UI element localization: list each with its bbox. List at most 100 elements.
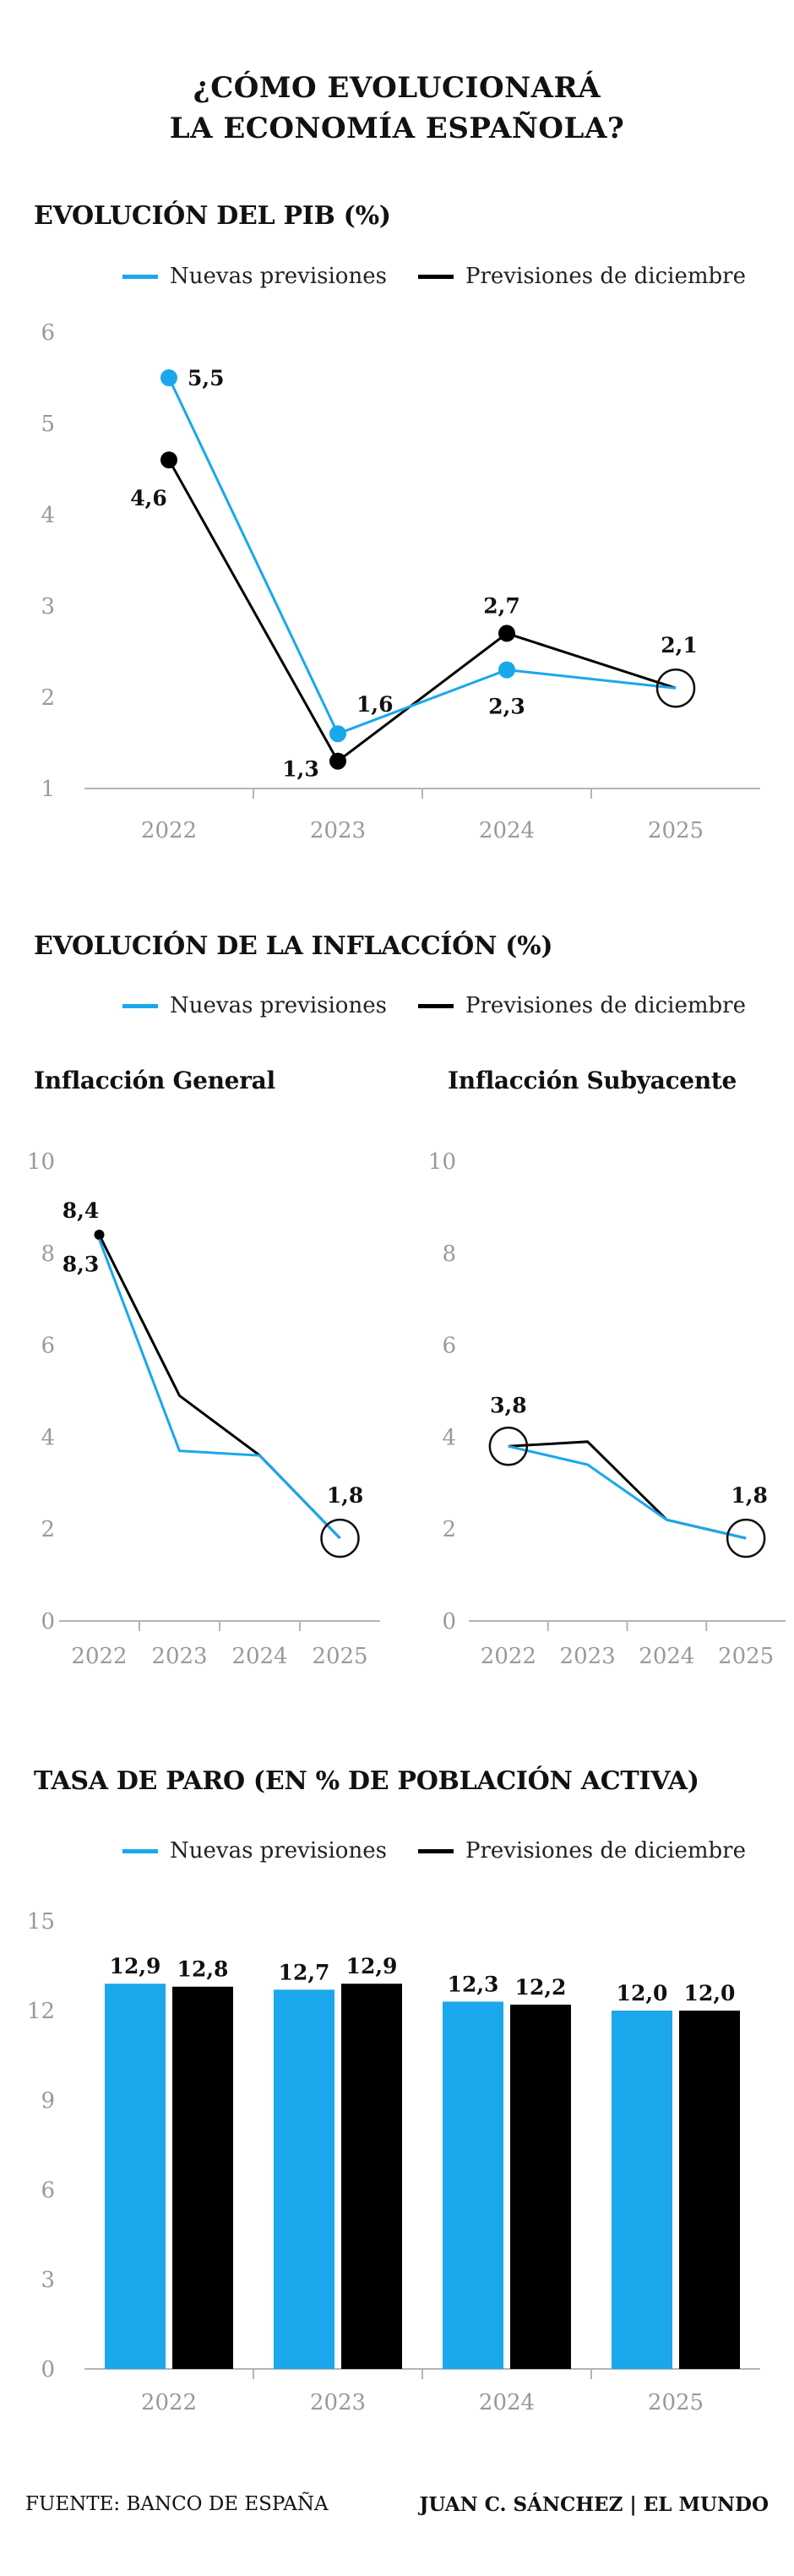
legend-swatch-new: [122, 1003, 158, 1008]
unemployment-section-title: TASA DE PARO (EN % DE POBLACIÓN ACTIVA): [34, 1766, 699, 1796]
y-tick-label: 6: [41, 2178, 55, 2203]
bar-old: [172, 1986, 233, 2369]
x-tick-label: 2023: [560, 1644, 616, 1669]
bar-value-label: 12,9: [110, 1954, 161, 1978]
data-point-old: [329, 752, 346, 770]
legend-item-old: Previsiones de diciembre: [418, 264, 746, 289]
y-tick-label: 2: [41, 1517, 55, 1542]
x-tick-label: 2024: [479, 2390, 535, 2415]
y-tick-label: 4: [41, 503, 55, 528]
data-label: 1,3: [282, 757, 319, 782]
x-tick-label: 2023: [151, 1644, 207, 1669]
main-title-line-1: ¿CÓMO EVOLUCIONARÁ: [193, 71, 601, 105]
data-point-new: [498, 661, 515, 679]
inflation-legend: Nuevas previsiones Previsiones de diciem…: [0, 993, 794, 1027]
legend-swatch-old: [418, 1003, 454, 1008]
bar-new: [612, 2011, 672, 2369]
legend-label-new: Nuevas previsiones: [170, 993, 387, 1018]
data-label: 3,8: [490, 1393, 527, 1417]
legend-swatch-old: [418, 1848, 454, 1853]
y-tick-label: 4: [41, 1425, 55, 1450]
inflation-general-title: Inflacción General: [34, 1067, 275, 1094]
x-tick-label: 2025: [718, 1644, 774, 1669]
pib-line-chart: 1 2 3 4 5 6 2022 2023 2024 2025 5,5 1,6 2,3 2,1 4,6 1,3…: [41, 320, 760, 843]
data-label: 8,4: [63, 1198, 100, 1223]
y-tick-label: 12: [27, 1999, 55, 2024]
x-tick-label: 2022: [141, 818, 197, 843]
legend-item-old: Previsiones de diciembre: [418, 993, 746, 1018]
data-point-new: [329, 725, 346, 743]
x-tick-label: 2024: [639, 1644, 694, 1669]
legend-item-new: Nuevas previsiones: [122, 264, 387, 289]
series-line-old: [98, 1234, 341, 1540]
x-tick-label: 2025: [648, 2390, 704, 2415]
y-tick-label: 10: [428, 1149, 456, 1175]
bar-new: [105, 1984, 166, 2369]
legend-label-old: Previsiones de diciembre: [465, 993, 746, 1018]
data-label: 2,3: [488, 695, 525, 719]
data-label: 8,3: [63, 1252, 100, 1276]
highlight-ring: [726, 1518, 766, 1558]
y-tick-label: 4: [442, 1425, 456, 1450]
bar-old: [679, 2011, 740, 2369]
unemployment-bar-chart: 0 3 6 9 12 15 2022 12,9 12,8 2023 12,7 12,9 2024 12,3…: [27, 1909, 760, 2415]
y-tick-label: 0: [442, 1609, 456, 1635]
y-tick-label: 9: [41, 2088, 55, 2114]
legend-label-old: Previsiones de diciembre: [465, 264, 746, 289]
data-label: 4,6: [130, 486, 167, 510]
inflation-line-charts: 0 2 4 6 8 10 2022 2023 2024 2025 8,4 8,3 1,8 0 2 4 6 8 10 2…: [27, 1149, 786, 1669]
legend-label-new: Nuevas previsiones: [170, 1838, 387, 1864]
bar-value-label: 12,9: [346, 1954, 398, 1978]
series-line-new: [98, 1238, 341, 1540]
data-label: 1,8: [327, 1483, 364, 1508]
x-tick-label: 2022: [71, 1644, 127, 1669]
y-tick-label: 0: [41, 2357, 55, 2382]
y-tick-label: 6: [41, 1334, 55, 1359]
legend-label-new: Nuevas previsiones: [170, 264, 387, 289]
y-tick-label: 6: [41, 320, 55, 346]
legend-item-new: Nuevas previsiones: [122, 993, 387, 1018]
data-label: 1,6: [356, 692, 394, 717]
pib-section-title: EVOLUCIÓN DEL PIB (%): [34, 201, 391, 231]
x-tick-label: 2025: [312, 1644, 367, 1669]
highlight-ring: [488, 1427, 529, 1466]
data-point-old: [94, 1230, 105, 1241]
legend-item-new: Nuevas previsiones: [122, 1838, 387, 1864]
unemployment-legend: Nuevas previsiones Previsiones de diciem…: [0, 1838, 794, 1872]
main-title: ¿CÓMO EVOLUCIONARÁ LA ECONOMÍA ESPAÑOLA?: [0, 68, 794, 149]
data-label: 2,7: [483, 593, 520, 618]
y-tick-label: 3: [41, 2268, 55, 2293]
y-tick-label: 6: [442, 1334, 456, 1359]
x-tick-label: 2022: [481, 1644, 536, 1669]
data-point-old: [498, 625, 515, 642]
y-tick-label: 2: [41, 685, 55, 711]
bar-new: [274, 1989, 334, 2369]
series-line-old: [167, 459, 677, 763]
data-point-old: [160, 451, 177, 469]
series-line-new: [167, 377, 677, 736]
highlight-ring: [655, 668, 696, 708]
y-tick-label: 8: [41, 1242, 55, 1267]
series-line-old: [508, 1440, 747, 1540]
data-point-new: [160, 369, 177, 386]
data-label: 1,8: [731, 1483, 768, 1508]
data-label: 5,5: [188, 366, 225, 390]
y-tick-label: 2: [442, 1517, 456, 1542]
y-tick-label: 15: [27, 1909, 55, 1935]
x-tick-label: 2024: [479, 818, 535, 843]
highlight-ring: [320, 1518, 360, 1558]
inflation-core-title: Inflacción Subyacente: [448, 1067, 737, 1094]
legend-swatch-new: [122, 1848, 158, 1853]
y-tick-label: 10: [27, 1149, 55, 1175]
x-tick-label: 2023: [310, 818, 366, 843]
credit-note: JUAN C. SÁNCHEZ | EL MUNDO: [419, 2493, 769, 2516]
bar-value-label: 12,3: [448, 1972, 499, 1996]
bar-value-label: 12,7: [279, 1960, 330, 1984]
bar-old: [510, 2004, 571, 2369]
inflation-section-title: EVOLUCIÓN DE LA INFLACCÍÓN (%): [34, 931, 553, 961]
bar-value-label: 12,2: [515, 1975, 567, 2000]
legend-swatch-new: [122, 274, 158, 279]
series-line-new: [508, 1444, 747, 1540]
y-tick-label: 1: [41, 777, 55, 802]
bar-new: [443, 2001, 503, 2369]
